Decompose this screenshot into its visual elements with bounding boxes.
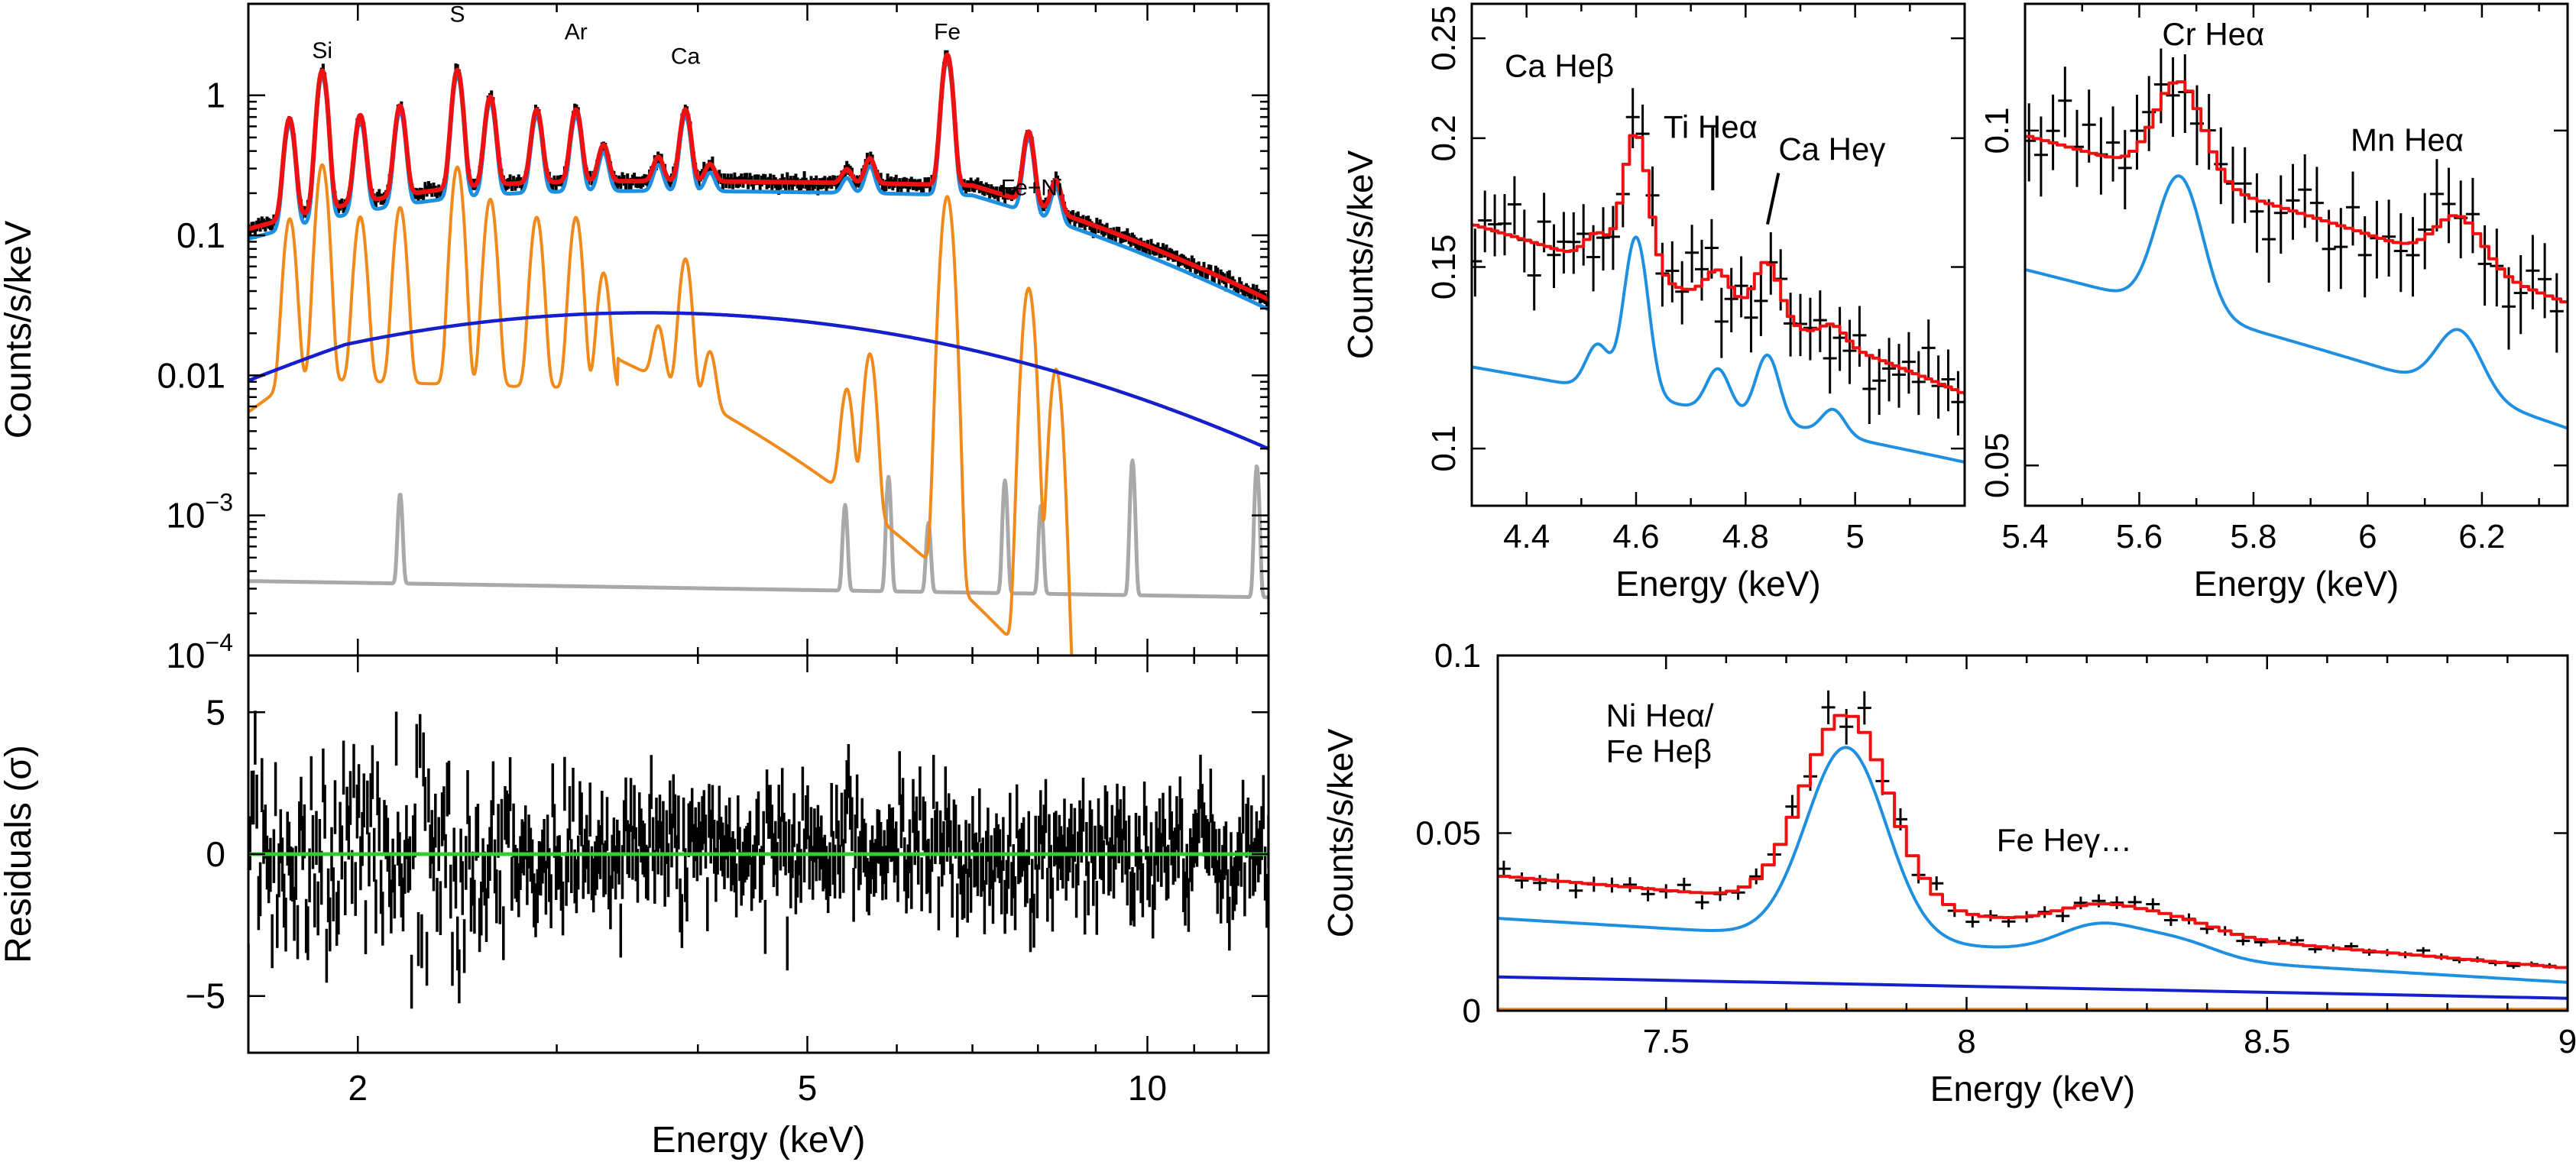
background-line bbox=[248, 458, 1269, 600]
zoom-ca-ti-x-tick-label: 4.6 bbox=[1612, 518, 1659, 555]
y-tick-label: 10−3 bbox=[166, 489, 233, 536]
zoom-cr-mn-y-tick-label: 0.1 bbox=[1978, 107, 2016, 154]
residual-y-label: Residuals (σ) bbox=[0, 745, 39, 963]
line-label-ca: Ca bbox=[671, 44, 701, 70]
powerlaw-line bbox=[248, 311, 1269, 451]
zoom-ca-ti-annotation: Ca Heβ bbox=[1505, 47, 1614, 83]
zoom-ni-fe-model-line bbox=[1498, 714, 2568, 969]
zoom-cr-mn-annotation: Mn Heα bbox=[2351, 122, 2464, 158]
zoom-ca-ti-y-label: Counts/s/keV bbox=[1340, 150, 1380, 359]
residual-x-tick-label: 5 bbox=[798, 1068, 818, 1108]
zoom-cr-mn-x-tick-label: 6 bbox=[2358, 518, 2377, 555]
y-tick-label: 10−4 bbox=[166, 629, 233, 675]
zoom-ca-ti-annotation: Ti Heα bbox=[1664, 108, 1758, 144]
zoom-ni-fe-annotation: Fe Heγ… bbox=[1997, 822, 2132, 858]
residual-data-points bbox=[248, 710, 1269, 1009]
residual-y-tick-label: 5 bbox=[206, 692, 225, 732]
total-model-line bbox=[248, 52, 1269, 302]
y-tick-label: 1 bbox=[206, 76, 225, 115]
zoom-cr-mn-ejecta-line bbox=[2025, 174, 2568, 430]
line-label-ar: Ar bbox=[565, 19, 588, 44]
zoom-ca-ti-x-tick-label: 4.4 bbox=[1503, 518, 1550, 555]
spectrum-data-points bbox=[248, 50, 1269, 306]
zoom-ni-fe-ejecta-line bbox=[1498, 746, 2568, 984]
zoom-ni-fe-annotation: Fe Heβ bbox=[1606, 733, 1712, 769]
zoom-ca-ti-ejecta-line bbox=[1472, 235, 1965, 464]
zoom-ca-ti-x-label: Energy (keV) bbox=[1615, 564, 1820, 604]
zoom-ca-ti-y-tick-label: 0.2 bbox=[1425, 115, 1463, 161]
zoom-ca-ti-y-tick-label: 0.1 bbox=[1425, 425, 1463, 471]
zoom-ni-fe-annotation: Ni Heα/ bbox=[1606, 698, 1714, 733]
residual-x-label: Energy (keV) bbox=[651, 1120, 865, 1160]
line-label-feni: Fe+Ni bbox=[1001, 176, 1063, 201]
y-tick-label: 0.01 bbox=[157, 355, 225, 395]
line-label-s: S bbox=[450, 2, 465, 27]
line-label-fe: Fe bbox=[934, 19, 961, 44]
zoom-ca-ti-x-tick-label: 5 bbox=[1845, 518, 1864, 555]
zoom-ni-fe-y-tick-label: 0.1 bbox=[1434, 637, 1481, 675]
zoom-cr-mn-annotation: Cr Heα bbox=[2162, 16, 2264, 52]
residual-y-tick-label: −5 bbox=[186, 976, 225, 1016]
zoom-ni-fe-x-tick-label: 8 bbox=[1957, 1023, 1975, 1060]
low-temp-component-line bbox=[248, 163, 1074, 655]
zoom-ca-ti-y-tick-label: 0.25 bbox=[1425, 5, 1463, 71]
zoom-ni-fe-x-tick-label: 7.5 bbox=[1643, 1023, 1690, 1060]
zoom-ni-fe-y-tick-label: 0 bbox=[1463, 992, 1481, 1030]
zoom-ni-fe-x-tick-label: 9 bbox=[2558, 1023, 2576, 1060]
y-tick-label: 0.1 bbox=[177, 215, 225, 255]
zoom-cr-mn-x-tick-label: 5.6 bbox=[2116, 518, 2163, 555]
zoom-cr-mn-frame bbox=[2024, 2, 2569, 507]
zoom-ca-ti-y-tick-label: 0.15 bbox=[1425, 235, 1463, 300]
zoom-cr-mn-x-tick-label: 5.8 bbox=[2230, 518, 2276, 555]
ejecta-model-line bbox=[248, 57, 1269, 312]
residual-x-tick-label: 2 bbox=[348, 1068, 368, 1108]
zoom-cr-mn-y-tick-label: 0.05 bbox=[1978, 432, 2016, 498]
residual-y-tick-label: 0 bbox=[206, 834, 225, 874]
zoom-ni-fe-y-label: Counts/s/keV bbox=[1320, 728, 1360, 937]
zoom-ni-fe-y-tick-label: 0.05 bbox=[1415, 815, 1481, 853]
zoom-ca-ti-model-line bbox=[1472, 134, 1965, 396]
residual-x-tick-label: 10 bbox=[1128, 1068, 1167, 1108]
ca-hey-marker bbox=[1766, 173, 1781, 225]
zoom-ca-ti-annotation: Ca Heγ bbox=[1778, 131, 1885, 167]
zoom-cr-mn-x-tick-label: 5.4 bbox=[2001, 518, 2048, 555]
zoom-ca-ti-x-tick-label: 4.8 bbox=[1722, 518, 1769, 555]
spectrum-y-label: Counts/s/keV bbox=[0, 221, 39, 439]
zoom-ni-fe-powerlaw-line bbox=[1498, 975, 2568, 1000]
zoom-cr-mn-model-line bbox=[2025, 80, 2568, 304]
zoom-ni-fe-x-label: Energy (keV) bbox=[1930, 1069, 2135, 1109]
zoom-ni-fe-x-tick-label: 8.5 bbox=[2244, 1023, 2290, 1060]
zoom-cr-mn-x-label: Energy (keV) bbox=[2194, 564, 2399, 604]
zoom-ca-ti-frame bbox=[1470, 2, 1966, 507]
line-label-si: Si bbox=[312, 38, 332, 63]
zoom-cr-mn-x-tick-label: 6.2 bbox=[2458, 518, 2505, 555]
zoom-cr-mn-data-points bbox=[2025, 48, 2564, 353]
